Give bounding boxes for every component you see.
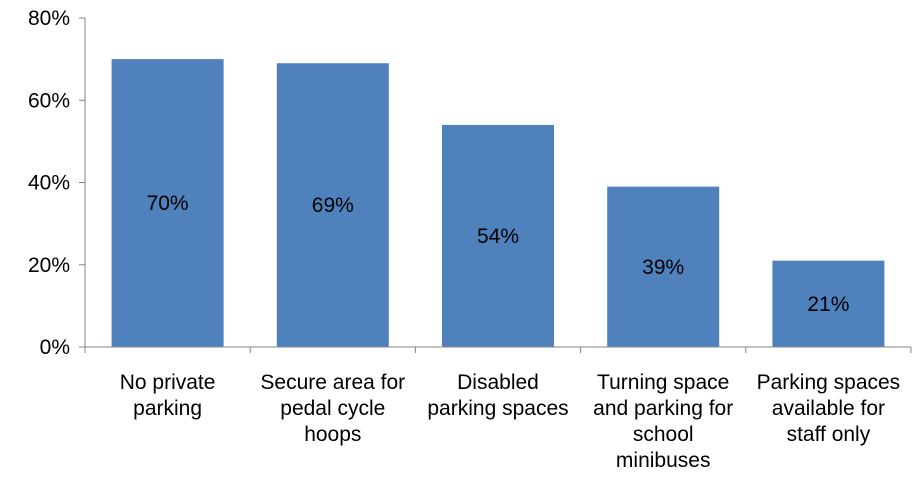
x-tick-label-line: minibuses <box>616 449 711 472</box>
x-tick-label-line: Parking spaces <box>757 371 901 394</box>
data-label-5: 21% <box>807 293 849 316</box>
x-tick-label-line: pedal cycle <box>280 397 385 420</box>
x-tick-label-line: parking spaces <box>427 397 568 420</box>
x-tick-label-line: Turning space <box>597 371 729 394</box>
x-tick-label-4: Turning space and parking for school minibu… <box>593 371 733 472</box>
x-tick-label-line: parking <box>133 397 202 420</box>
y-tick-labels-group: 0% 20% 40% 60% 80% <box>28 7 70 359</box>
y-tick-label-5: 80% <box>28 7 70 30</box>
y-tick-label-1: 0% <box>40 336 70 359</box>
x-tick-label-3: Disabled parking spaces <box>427 371 568 420</box>
data-labels-group: 70% 69% 54% 39% 21% <box>147 192 850 316</box>
x-tick-label-line: Disabled <box>457 371 539 394</box>
x-tick-label-line: Secure area for <box>260 371 405 394</box>
data-label-4: 39% <box>642 256 684 279</box>
y-tick-label-4: 60% <box>28 89 70 112</box>
x-tick-label-line: school <box>633 423 694 446</box>
x-tick-label-line: No private <box>120 371 216 394</box>
bar-2 <box>276 63 389 348</box>
data-label-2: 69% <box>312 194 354 217</box>
x-tick-labels-group: No private parking Secure area for pedal cy… <box>120 371 900 472</box>
y-tick-label-3: 40% <box>28 172 70 195</box>
data-label-3: 54% <box>477 225 519 248</box>
x-tick-label-line: available for <box>772 397 885 420</box>
x-tick-label-1: No private parking <box>120 371 216 420</box>
x-tick-label-line: staff only <box>787 423 871 446</box>
axes-group <box>79 17 912 353</box>
bar-3 <box>442 124 554 347</box>
bar-1 <box>111 59 224 347</box>
bar-5 <box>772 260 885 347</box>
bar-4 <box>607 186 720 347</box>
bars-group <box>111 59 885 348</box>
x-tick-label-line: hoops <box>304 423 361 446</box>
y-tick-label-2: 20% <box>28 254 70 277</box>
data-label-1: 70% <box>147 192 189 215</box>
x-tick-label-2: Secure area for pedal cycle hoops <box>260 371 405 446</box>
x-tick-label-5: Parking spaces available for staff only <box>757 371 901 446</box>
x-tick-label-line: and parking for <box>593 397 733 420</box>
